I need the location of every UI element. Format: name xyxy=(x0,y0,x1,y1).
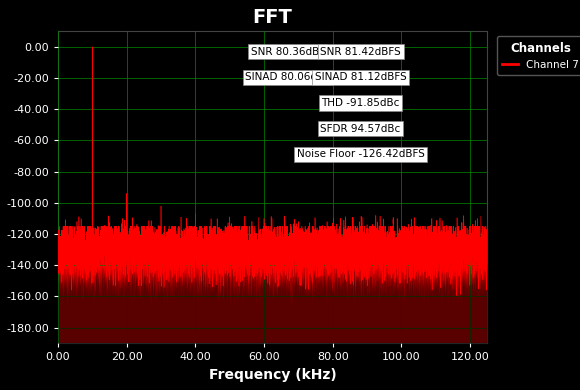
Text: Noise Floor -126.42dBFS: Noise Floor -126.42dBFS xyxy=(296,149,425,159)
X-axis label: Frequency (kHz): Frequency (kHz) xyxy=(209,368,336,382)
Text: SNR 80.36dBc: SNR 80.36dBc xyxy=(251,47,325,57)
Text: SNR 81.42dBFS: SNR 81.42dBFS xyxy=(320,47,401,57)
Text: SFDR 94.57dBc: SFDR 94.57dBc xyxy=(321,124,401,133)
Legend: Channel 7: Channel 7 xyxy=(496,36,580,75)
Text: SINAD 81.12dBFS: SINAD 81.12dBFS xyxy=(315,73,407,82)
Y-axis label: dB: dB xyxy=(0,177,1,197)
Text: SINAD 80.06dBc: SINAD 80.06dBc xyxy=(245,73,330,82)
Text: THD -91.85dBc: THD -91.85dBc xyxy=(321,98,400,108)
Title: FFT: FFT xyxy=(253,8,292,27)
